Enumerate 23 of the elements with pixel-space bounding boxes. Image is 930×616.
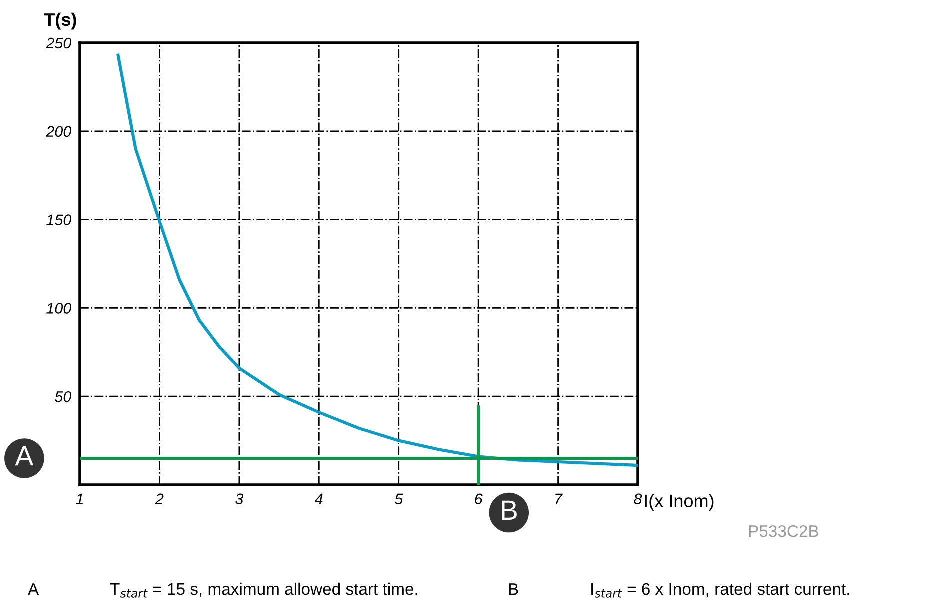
y-tick-label: 200 <box>46 126 72 138</box>
annotation: B <box>502 500 517 520</box>
y-tick-label: 150 <box>46 214 72 226</box>
y-tick-label: 250 <box>46 38 72 49</box>
y-tick-label: 100 <box>46 303 72 314</box>
x-tick-label: 7 <box>556 494 564 504</box>
x-tick-label: 4 <box>314 494 323 504</box>
x-tick-label: 8 <box>634 494 642 505</box>
ref-line-label: A <box>15 446 34 466</box>
text: A <box>28 584 40 596</box>
x-tick-label: 3 <box>236 494 244 505</box>
x-axis-title: I(x Inom) <box>645 494 714 512</box>
x-tick-label: 6 <box>475 494 483 505</box>
text: T$_{start}$ = 15 s, maximum allowed start time. <box>110 582 418 598</box>
x-tick-label: 5 <box>394 494 404 505</box>
text: I$_{start}$ = 6 x Inom, rated start current. <box>592 582 850 598</box>
line-series <box>116 54 638 468</box>
text: B <box>509 584 518 596</box>
text: P533C2B <box>749 525 818 538</box>
x-tick-label: 2 <box>155 494 164 504</box>
x-tick-label: 1 <box>76 494 83 504</box>
y-tick-label: 50 <box>55 391 72 402</box>
y-axis-title: T(s) <box>44 12 76 30</box>
